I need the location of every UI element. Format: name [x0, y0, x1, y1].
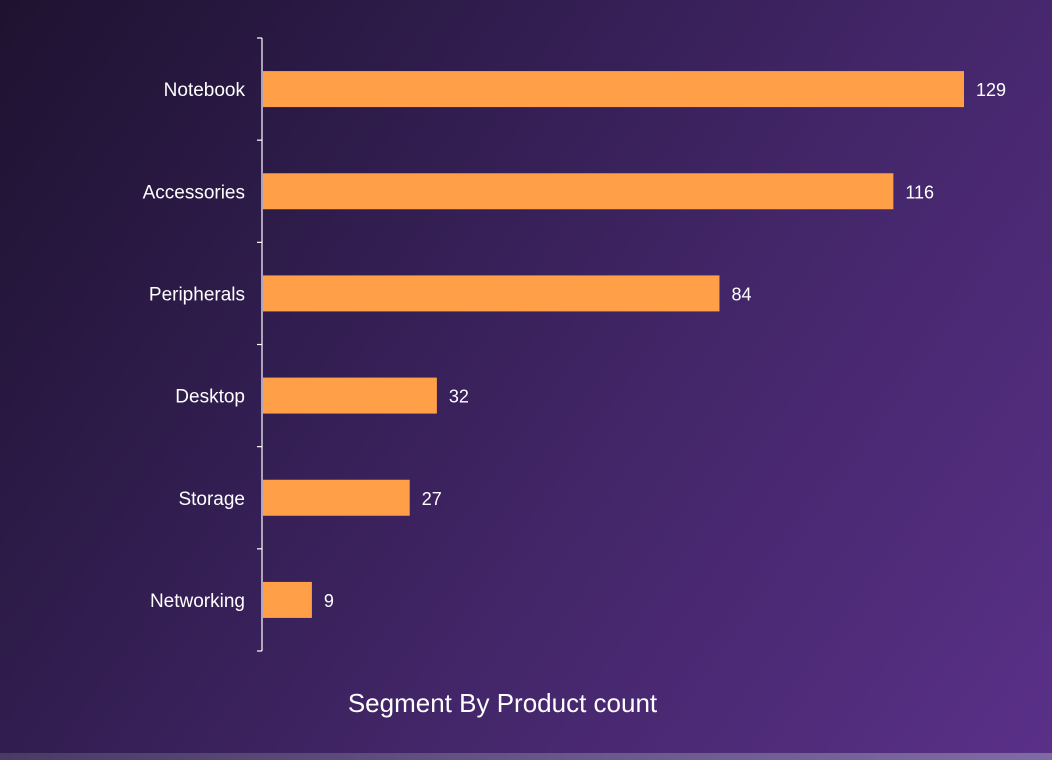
- category-label: Desktop: [175, 387, 245, 408]
- value-label: 27: [422, 489, 442, 509]
- value-label: 129: [976, 80, 1006, 100]
- bottom-strip: [0, 753, 1052, 760]
- category-label: Notebook: [164, 80, 246, 101]
- category-label: Networking: [150, 591, 245, 612]
- category-label: Storage: [178, 489, 245, 510]
- category-label: Peripherals: [149, 284, 245, 305]
- value-label: 9: [324, 591, 334, 611]
- category-label: Accessories: [143, 182, 245, 203]
- chart-title: Segment By Product count: [347, 688, 658, 718]
- bar-networking: [263, 581, 312, 618]
- value-label: 116: [905, 182, 934, 202]
- bar-peripherals: [263, 275, 720, 312]
- bar-storage: [263, 479, 410, 516]
- value-label: 32: [449, 387, 469, 407]
- bar-accessories: [263, 173, 894, 210]
- value-label: 84: [731, 284, 751, 304]
- bar-desktop: [263, 377, 437, 414]
- bar-notebook: [263, 71, 964, 108]
